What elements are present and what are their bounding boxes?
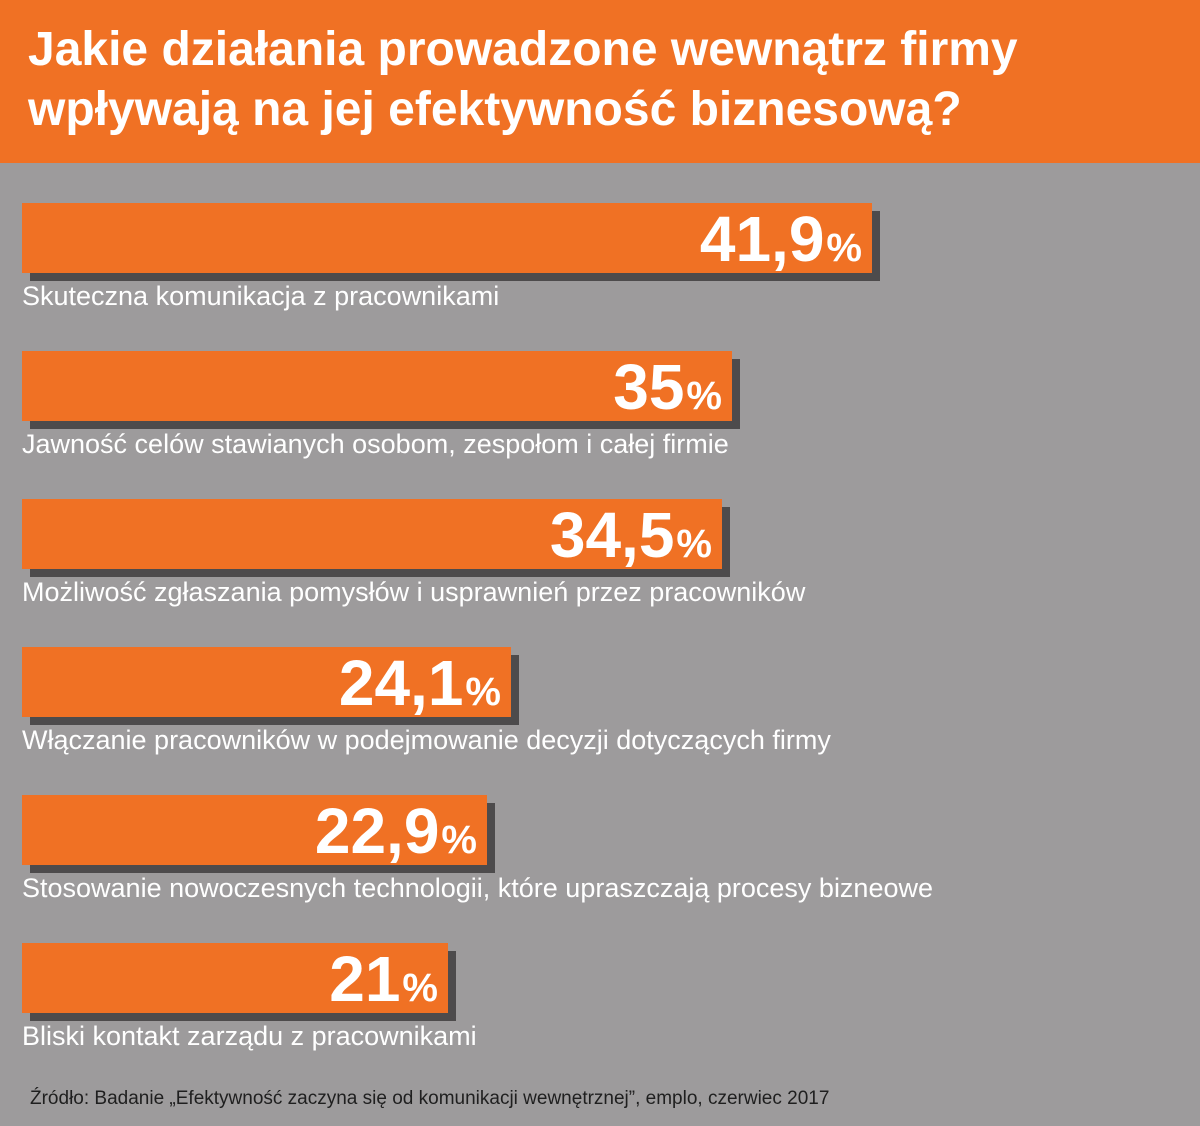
category-label: Stosowanie nowoczesnych technologii, któ… <box>22 873 933 903</box>
category-label: Włączanie pracowników w podejmowanie dec… <box>22 725 831 755</box>
bar-value-label: 22,9% <box>22 795 477 867</box>
bar-value-unit: % <box>441 818 477 862</box>
bar-value-number: 34,5 <box>549 499 675 571</box>
category-label: Bliski kontakt zarządu z pracownikami <box>22 1021 477 1051</box>
bar <box>22 351 732 421</box>
bar-value-number: 21 <box>329 943 401 1015</box>
bar-value-unit: % <box>402 966 438 1010</box>
bar-value-unit: % <box>465 670 501 714</box>
chart-title: Jakie działania prowadzone wewnątrz firm… <box>28 23 1018 136</box>
category-label: Skuteczna komunikacja z pracownikami <box>22 281 500 311</box>
bar-value-label: 35% <box>22 351 722 423</box>
bar-value-label: 21% <box>22 943 438 1015</box>
bar-chart: 41,9% Skuteczna komunikacja z pracownikam… <box>0 163 1200 1063</box>
bar-value-unit: % <box>826 226 862 270</box>
category-label: Możliwość zgłaszania pomysłów i usprawni… <box>22 577 806 607</box>
bar <box>22 943 448 1013</box>
bar-value-label: 41,9% <box>22 203 862 275</box>
bar-value-number: 22,9 <box>314 795 440 867</box>
bar-value-unit: % <box>676 522 712 566</box>
category-label: Jawność celów stawianych osobom, zespoło… <box>22 429 729 459</box>
bar <box>22 795 487 865</box>
bar <box>22 499 722 569</box>
bar-value-label: 34,5% <box>22 499 712 571</box>
bar-value-number: 35 <box>613 351 685 423</box>
bar <box>22 647 511 717</box>
bar-value-label: 24,1% <box>22 647 501 719</box>
bar-value-unit: % <box>686 374 722 418</box>
bar <box>22 203 872 273</box>
source-note: Źródło: Badanie „Efektywność zaczyna się… <box>30 1088 830 1109</box>
title-banner: Jakie działania prowadzone wewnątrz firm… <box>0 0 1200 163</box>
bar-value-number: 41,9 <box>699 203 825 275</box>
bar-value-number: 24,1 <box>338 647 464 719</box>
